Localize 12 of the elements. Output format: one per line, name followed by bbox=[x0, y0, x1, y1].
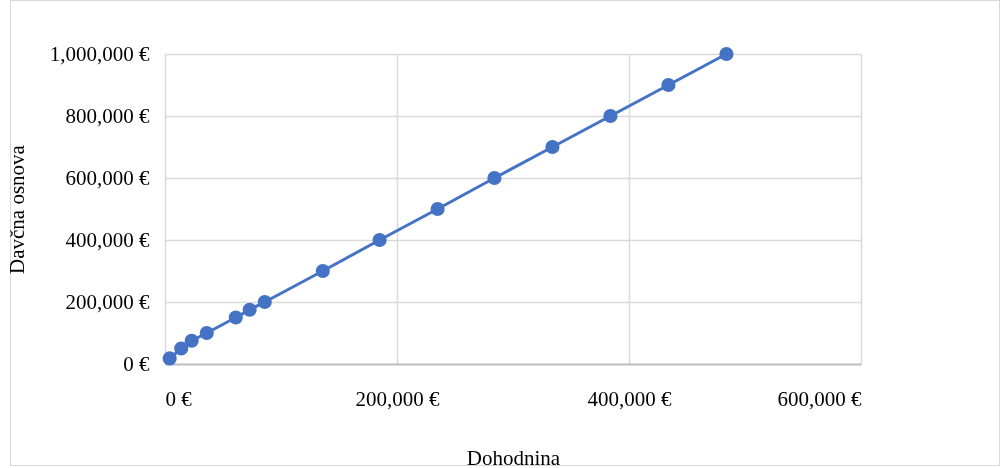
y-tick-label: 0 € bbox=[123, 351, 150, 376]
x-tick-label: 0 € bbox=[165, 386, 193, 411]
x-tick-label: 400,000 € bbox=[587, 386, 672, 411]
y-tick-label: 1,000,000 € bbox=[49, 41, 150, 66]
y-tick-label: 800,000 € bbox=[65, 103, 150, 128]
y-tick-label: 400,000 € bbox=[65, 227, 150, 252]
y-tick-label: 200,000 € bbox=[65, 289, 150, 314]
x-tick-label: 200,000 € bbox=[355, 386, 440, 411]
x-tick-label: 600,000 € bbox=[777, 386, 862, 411]
x-axis-title: Dohodnina bbox=[466, 445, 561, 468]
y-tick-label: 600,000 € bbox=[65, 165, 150, 190]
y-axis-title: Davčna osnova bbox=[4, 144, 29, 274]
